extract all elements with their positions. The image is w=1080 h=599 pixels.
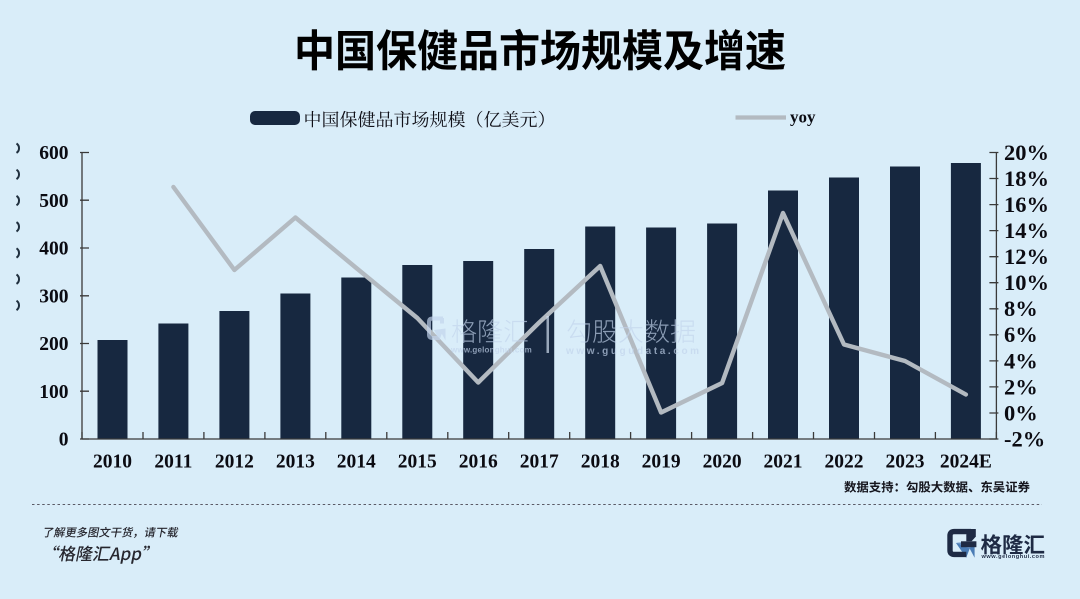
- svg-text:20%: 20%: [1004, 140, 1049, 165]
- svg-text:2019: 2019: [642, 452, 681, 473]
- svg-text:2015: 2015: [398, 452, 437, 473]
- svg-text:400: 400: [39, 239, 68, 260]
- svg-text:300: 300: [39, 286, 68, 307]
- svg-text:2012: 2012: [215, 452, 254, 473]
- svg-text:6%: 6%: [1004, 322, 1038, 347]
- svg-text:4%: 4%: [1004, 348, 1038, 373]
- svg-text:2014: 2014: [337, 452, 376, 473]
- svg-text:2024E: 2024E: [940, 452, 992, 473]
- svg-text:200: 200: [39, 334, 68, 355]
- svg-text:100: 100: [39, 382, 68, 403]
- svg-text:0%: 0%: [1004, 400, 1038, 425]
- svg-text:2023: 2023: [886, 452, 925, 473]
- svg-text:2021: 2021: [764, 452, 803, 473]
- svg-text:-2%: -2%: [1004, 426, 1045, 451]
- svg-text:2013: 2013: [276, 452, 315, 473]
- svg-text:www.gelonghui.com: www.gelonghui.com: [981, 554, 1046, 560]
- svg-text:2017: 2017: [520, 452, 559, 473]
- svg-text:2018: 2018: [581, 452, 620, 473]
- svg-text:18%: 18%: [1004, 166, 1049, 191]
- svg-text:2016: 2016: [459, 452, 498, 473]
- svg-text:2011: 2011: [154, 452, 192, 473]
- svg-text:yoy: yoy: [790, 108, 816, 127]
- svg-text:2%: 2%: [1004, 374, 1038, 399]
- svg-text:2020: 2020: [703, 452, 742, 473]
- svg-text:10%: 10%: [1004, 270, 1049, 295]
- svg-text:0: 0: [59, 430, 69, 451]
- svg-text:www.gugudata.com: www.gugudata.com: [565, 346, 702, 357]
- svg-text:2010: 2010: [93, 452, 132, 473]
- svg-text:2022: 2022: [825, 452, 864, 473]
- svg-text:12%: 12%: [1004, 244, 1049, 269]
- svg-text:600: 600: [39, 143, 68, 164]
- svg-text:16%: 16%: [1004, 192, 1049, 217]
- svg-text:500: 500: [39, 191, 68, 212]
- svg-text:www.gelonghui.com: www.gelonghui.com: [450, 346, 532, 355]
- svg-text:8%: 8%: [1004, 296, 1038, 321]
- svg-text:14%: 14%: [1004, 218, 1049, 243]
